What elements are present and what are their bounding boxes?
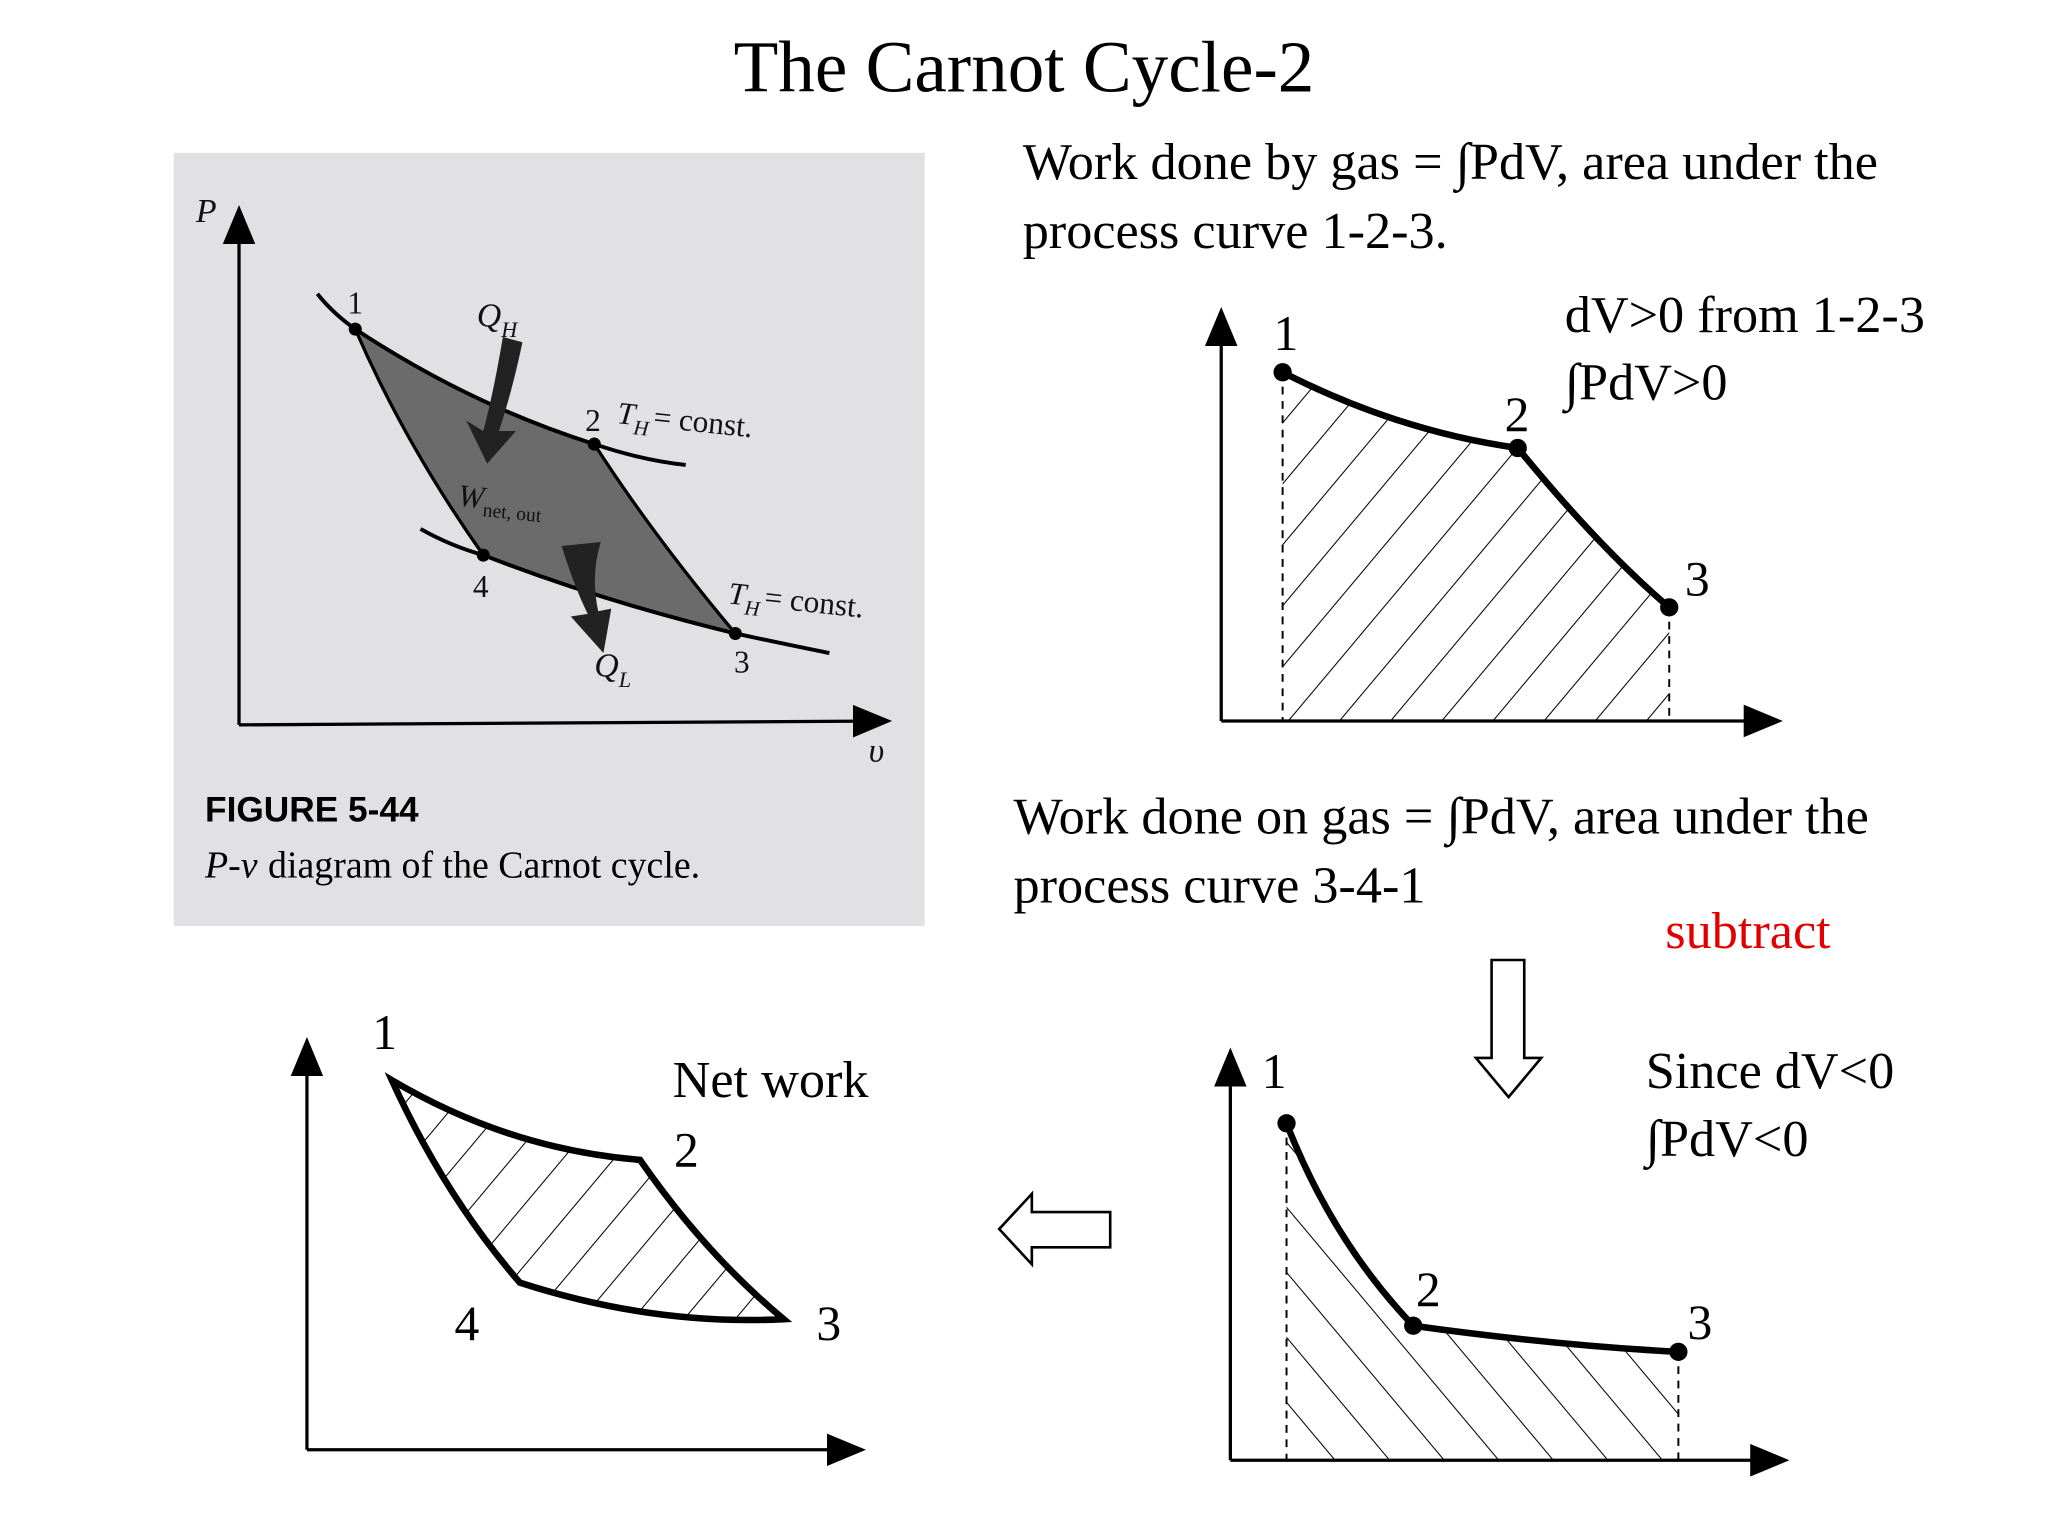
isotherm xyxy=(419,527,830,655)
point-label: 2 xyxy=(1505,387,1530,442)
state-point xyxy=(1508,438,1527,458)
symbol: Q xyxy=(477,298,502,335)
symbol: T xyxy=(727,576,751,613)
caption-number: FIGURE 5-44 xyxy=(205,791,419,830)
left-arrow xyxy=(997,1190,1112,1268)
cycle-curve xyxy=(384,1072,793,1324)
point-label: 4 xyxy=(473,569,489,604)
note: ∫PdV<0 xyxy=(1643,1110,1809,1170)
state-point xyxy=(587,437,601,451)
caption-italic: P-v xyxy=(204,845,258,887)
point-label: 2 xyxy=(1416,1262,1441,1317)
point-label: 1 xyxy=(1273,306,1298,361)
isotherm xyxy=(315,292,686,467)
point-label: 3 xyxy=(1688,1295,1713,1350)
state-point xyxy=(1660,598,1679,617)
point-label: 3 xyxy=(816,1296,841,1351)
heat-out-label: QL xyxy=(594,648,631,692)
v-axis xyxy=(239,704,893,738)
subscript: H xyxy=(631,415,651,441)
text-line: process curve 3-4-1 xyxy=(1014,857,1426,915)
state-point xyxy=(1277,1114,1296,1133)
point-label: 3 xyxy=(734,645,750,680)
note: ∫PdV>0 xyxy=(1562,354,1728,414)
state-point xyxy=(1404,1316,1423,1335)
state-point xyxy=(728,626,742,640)
point-label: 1 xyxy=(372,1005,397,1060)
down-arrow xyxy=(1473,958,1545,1100)
state-point xyxy=(476,548,490,562)
hatched-area xyxy=(1286,1123,1679,1461)
axis-label: P xyxy=(195,193,217,230)
symbol: T xyxy=(616,395,640,432)
net-work-diagram: 1 2 3 4 Net work xyxy=(290,1005,870,1467)
operation-label: subtract xyxy=(1665,902,1831,960)
state-point xyxy=(348,322,362,336)
hatched-area xyxy=(391,1080,784,1321)
subscript: H xyxy=(742,595,762,621)
point-label: 1 xyxy=(1262,1044,1287,1099)
heat-in-label: QH xyxy=(477,298,520,342)
axis-label: υ xyxy=(869,732,885,769)
heat-arrow xyxy=(466,336,523,464)
symbol: Q xyxy=(594,648,619,685)
slide-title: The Carnot Cycle-2 xyxy=(734,26,1315,107)
text-line: Work done on gas = ∫PdV, area under the xyxy=(1014,787,1869,847)
note: Since dV<0 xyxy=(1646,1042,1895,1100)
state-point xyxy=(1669,1342,1688,1361)
point-label: 1 xyxy=(347,285,363,320)
textbook-figure: P υ 1 2 3 4 QH TH= const. TH= const. Wne… xyxy=(173,152,925,927)
subscript: L xyxy=(618,667,631,692)
net-work-label: Net work xyxy=(673,1051,870,1109)
point-label: 2 xyxy=(585,403,601,438)
point-label: 2 xyxy=(674,1122,699,1177)
point-label: 4 xyxy=(455,1296,480,1351)
caption-text: diagram of the Carnot cycle. xyxy=(268,845,700,887)
caption: P-v diagram of the Carnot cycle. xyxy=(204,845,700,887)
subscript: H xyxy=(500,317,519,342)
compression-diagram: 1 2 3 Since dV<0 ∫PdV<0 xyxy=(1214,1042,1895,1477)
heat-arrow xyxy=(561,542,612,654)
state-point xyxy=(1273,363,1292,382)
note: dV>0 from 1-2-3 xyxy=(1565,286,1925,344)
text-line: Work done by gas = ∫PdV, area under the xyxy=(1023,133,1878,193)
hatched-area xyxy=(1282,372,1670,721)
point-label: 3 xyxy=(1685,552,1710,607)
text-line: process curve 1-2-3. xyxy=(1023,202,1448,260)
expansion-diagram: 1 2 3 dV>0 from 1-2-3 ∫PdV>0 xyxy=(1204,286,1925,738)
